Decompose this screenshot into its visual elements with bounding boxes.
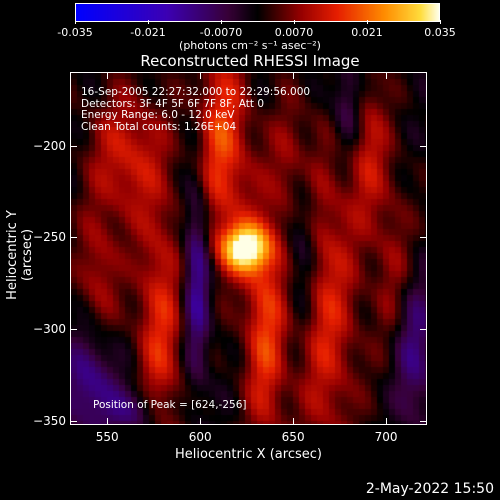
x-axis-label: Heliocentric X (arcsec) [175, 447, 322, 462]
y-tick-label: −200 [33, 138, 66, 153]
chart-title: Reconstructed RHESSI Image [140, 52, 360, 70]
x-tick-mark [386, 73, 388, 79]
heatmap-image [71, 73, 426, 424]
colorbar-tick-mark [75, 20, 76, 24]
y-axis-label: Heliocentric Y (arcsec) [5, 210, 35, 300]
x-tick-mark [386, 418, 388, 424]
x-tick-mark [200, 73, 202, 79]
colorbar-tick-label: 0.021 [351, 26, 383, 39]
x-tick-label: 600 [188, 430, 212, 444]
y-tick-mark [420, 145, 426, 147]
y-tick-label: −300 [33, 322, 66, 337]
footer-date: 2-May-2022 15:50 [365, 481, 494, 497]
colorbar-tick-label: -0.0070 [199, 26, 243, 39]
x-tick-mark [107, 73, 109, 79]
colorbar-tick-label: 0.035 [424, 26, 456, 39]
x-tick-label: 650 [281, 430, 305, 444]
info-line-energy: Energy Range: 6.0 - 12.0 keV [81, 109, 235, 121]
y-tick-label: −350 [33, 414, 66, 429]
y-tick-mark [420, 237, 426, 239]
y-tick-mark [71, 237, 77, 239]
colorbar-tick-mark [440, 20, 441, 24]
x-tick-label: 550 [95, 430, 119, 444]
x-tick-label: 700 [374, 430, 398, 444]
colorbar [75, 3, 440, 22]
peak-position-label: Position of Peak = [624,-256] [93, 399, 247, 411]
y-tick-mark [420, 329, 426, 331]
y-tick-mark [71, 145, 77, 147]
info-line-detectors: Detectors: 3F 4F 5F 6F 7F 8F, Att 0 [81, 97, 265, 110]
x-tick-mark [107, 418, 109, 424]
x-tick-mark [293, 418, 295, 424]
x-tick-mark [293, 73, 295, 79]
plot-area: 16-Sep-2005 22:27:32.000 to 22:29:56.000… [70, 72, 427, 425]
y-tick-mark [71, 421, 77, 423]
info-line-clean: Clean Total counts: 1.26E+04 [81, 120, 237, 133]
y-tick-mark [420, 421, 426, 423]
colorbar-units: (photons cm⁻² s⁻¹ asec⁻²) [179, 39, 321, 52]
colorbar-tick-label: -0.035 [57, 26, 93, 39]
y-tick-mark [71, 329, 77, 331]
colorbar-tick-mark [367, 20, 368, 24]
colorbar-tick-mark [148, 20, 149, 24]
y-tick-label: −250 [33, 230, 66, 245]
colorbar-tick-label: -0.021 [130, 26, 166, 39]
info-line-time: 16-Sep-2005 22:27:32.000 to 22:29:56.000 [81, 86, 311, 98]
x-tick-mark [200, 418, 202, 424]
colorbar-tick-mark [294, 20, 295, 24]
colorbar-tick-mark [221, 20, 222, 24]
colorbar-tick-label: 0.0070 [274, 26, 314, 39]
observation-info: 16-Sep-2005 22:27:32.000 to 22:29:56.000… [81, 86, 311, 133]
